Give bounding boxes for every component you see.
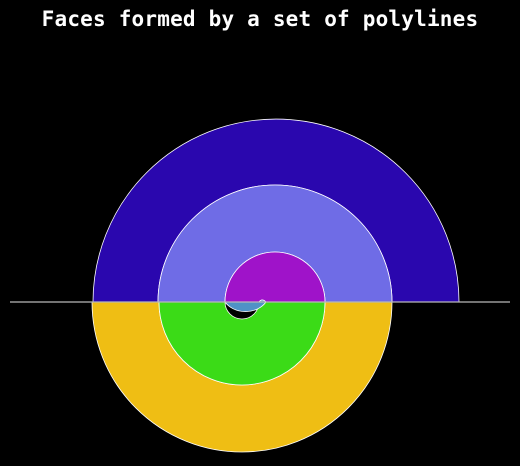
inner-lower-spiral-end — [224, 299, 267, 312]
middle-lower-half-ring — [158, 301, 326, 386]
page-title: Faces formed by a set of polylines — [41, 7, 479, 31]
